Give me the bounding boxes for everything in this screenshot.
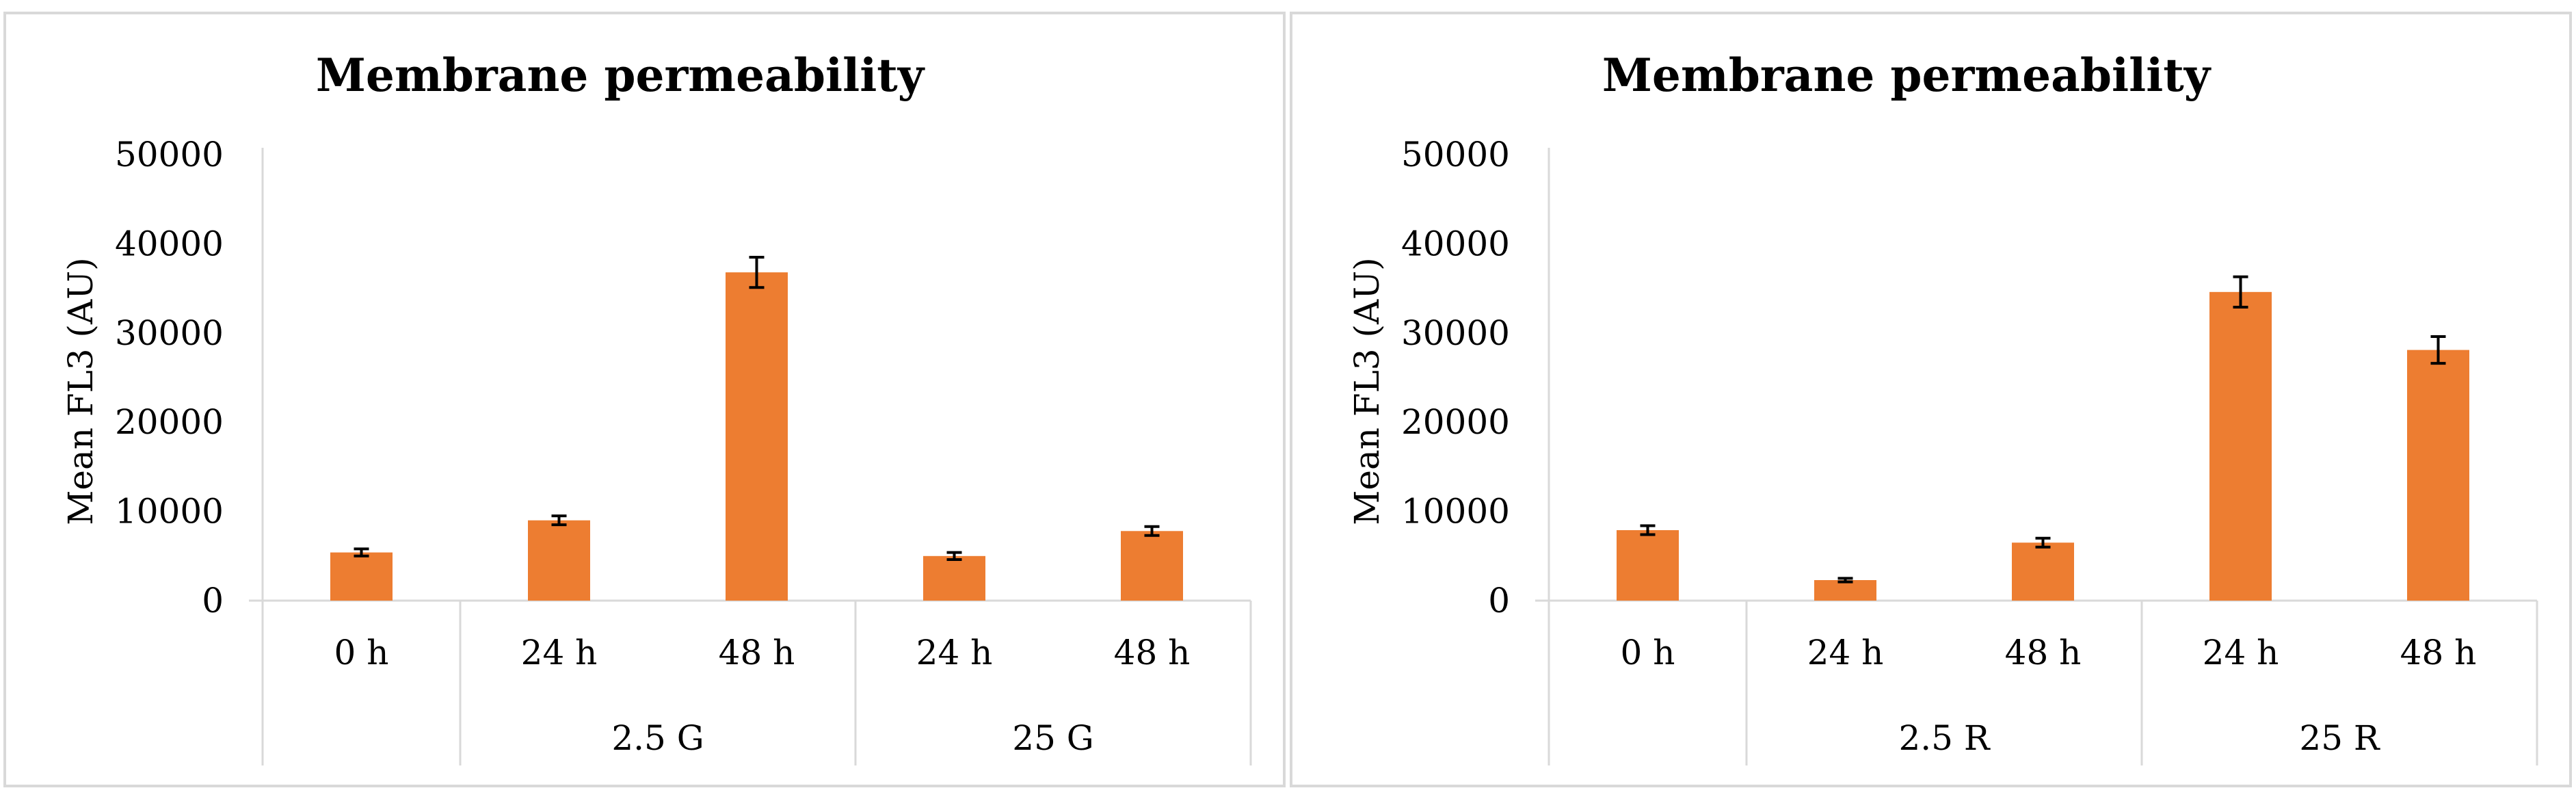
bar: [2209, 291, 2272, 601]
y-tick-label: 10000: [115, 492, 224, 532]
x-group-label: 2.5 G: [611, 718, 704, 758]
chart-panel-left: Membrane permeability Mean FL3 (AU) 0 10000…: [3, 12, 1286, 787]
x-category-label: 48 h: [1114, 633, 1191, 672]
y-tick-label: 20000: [115, 402, 224, 442]
bar: [1121, 531, 1183, 601]
y-tick-label: 40000: [1401, 224, 1510, 263]
y-axis-label: Mean FL3 (AU): [61, 257, 101, 525]
bar: [2407, 350, 2469, 601]
bar: [2012, 542, 2074, 601]
x-group-label: 25 R: [2299, 718, 2380, 758]
bar: [726, 272, 788, 601]
x-group-label: 2.5 R: [1898, 718, 1990, 758]
y-tick-label: 50000: [1401, 135, 1510, 174]
y-tick-label: 30000: [1401, 313, 1510, 353]
chart-title: Membrane permeability: [1602, 49, 2212, 102]
x-category-label: 0 h: [1621, 633, 1675, 672]
bar: [923, 555, 985, 601]
y-axis-label: Mean FL3 (AU): [1347, 257, 1387, 525]
x-category-label: 24 h: [521, 633, 598, 672]
y-tick-label: 10000: [1401, 492, 1510, 532]
x-category-label: 48 h: [2400, 633, 2477, 672]
x-category-label: 0 h: [334, 633, 389, 672]
chart-svg-left: Membrane permeability Mean FL3 (AU) 0 10000…: [61, 49, 1252, 765]
bar: [1814, 580, 1876, 601]
bar: [528, 520, 590, 601]
x-category-label: 24 h: [2203, 633, 2279, 672]
y-tick-label: 50000: [115, 135, 224, 174]
x-group-label: 25 G: [1012, 718, 1093, 758]
y-tick-label: 0: [202, 581, 224, 620]
chart-title: Membrane permeability: [316, 49, 925, 102]
y-tick-label: 20000: [1401, 402, 1510, 442]
bar: [1617, 529, 1679, 601]
x-category-label: 24 h: [1807, 633, 1884, 672]
x-category-label: 48 h: [2005, 633, 2082, 672]
bar: [330, 552, 393, 601]
chart-panel-right: Membrane permeability Mean FL3 (AU) 0 10000…: [1290, 12, 2572, 787]
y-tick-label: 0: [1488, 581, 1510, 620]
y-tick-label: 40000: [115, 224, 224, 263]
chart-svg-right: Membrane permeability Mean FL3 (AU) 0 10000…: [1347, 49, 2538, 765]
x-category-label: 48 h: [719, 633, 795, 672]
x-category-label: 24 h: [916, 633, 993, 672]
y-tick-label: 30000: [115, 313, 224, 353]
